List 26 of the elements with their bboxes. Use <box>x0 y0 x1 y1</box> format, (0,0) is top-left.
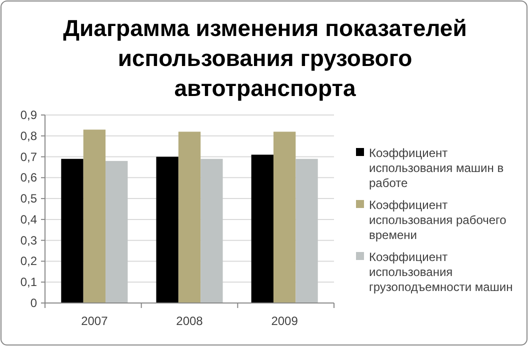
x-tick-label: 2008 <box>176 314 204 328</box>
x-tick-label: 2009 <box>271 314 298 328</box>
y-tick-label: 0,3 <box>20 233 38 248</box>
bar <box>156 156 178 303</box>
y-tick-label: 0,4 <box>20 212 38 226</box>
bar <box>273 132 296 303</box>
legend-label: Коэффициент использования машин в работе <box>369 146 504 190</box>
bar <box>296 158 318 303</box>
y-tick-label: 0,7 <box>20 150 38 164</box>
y-tick-label: 0,1 <box>20 275 38 290</box>
chart-title: Диаграмма изменения показателей использования грузового автотранспорта <box>63 15 467 101</box>
x-tick-label: 2007 <box>81 314 108 328</box>
legend-label: Коэффициент использования грузоподъемности машин <box>369 250 513 294</box>
y-tick-label: 0,9 <box>20 108 38 122</box>
y-tick-label: 0,2 <box>20 254 38 268</box>
y-tick-label: 0 <box>30 296 38 310</box>
y-tick-label: 0,6 <box>20 170 38 185</box>
bar <box>106 160 128 303</box>
bar <box>61 158 84 303</box>
bar <box>251 154 274 303</box>
bar <box>83 130 106 303</box>
y-tick-label: 0,8 <box>20 128 38 143</box>
bar <box>178 132 201 303</box>
y-tick-label: 0,5 <box>20 192 38 206</box>
bar <box>200 158 223 303</box>
legend-label: Коэффициент использования рабочего времени <box>369 198 507 242</box>
